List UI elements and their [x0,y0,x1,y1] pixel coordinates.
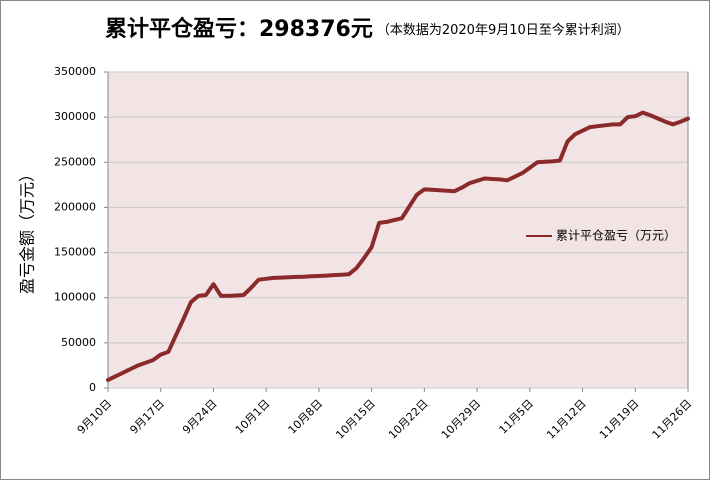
chart-title: 累计平仓盈亏：298376元 （本数据为2020年9月10日至今累计利润） [105,16,630,42]
y-tick-label: 0 [89,381,96,394]
data-line [106,110,690,382]
subtitle: （本数据为2020年9月10日至今累计利润） [377,22,630,38]
y-tick-label: 150000 [54,246,96,259]
y-tick-label: 100000 [54,291,96,304]
y-tick-label: 350000 [54,65,96,78]
y-tick-label: 250000 [54,155,96,168]
plot-area [107,71,689,389]
y-tick-label: 50000 [61,336,96,349]
title: 累计平仓盈亏：298376元 [105,16,373,42]
y-tick-label: 200000 [54,200,96,213]
y-axis-title: 盈亏金额（万元） [18,166,37,294]
y-tick-label: 300000 [54,110,96,123]
legend-label: 累计平仓盈亏（万元） [556,229,676,243]
